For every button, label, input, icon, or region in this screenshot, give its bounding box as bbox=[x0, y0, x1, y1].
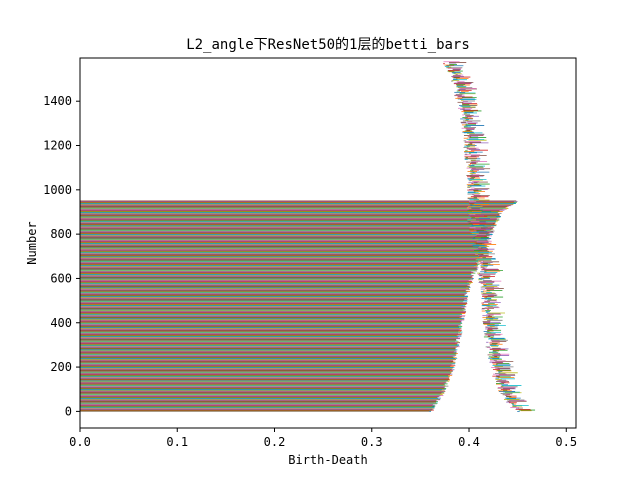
x-axis-ticks: 0.0 0.1 0.2 0.3 0.4 0.5 bbox=[69, 428, 577, 449]
x-tick-label: 0.3 bbox=[361, 435, 383, 449]
y-tick-label: 800 bbox=[50, 227, 72, 241]
x-tick-label: 0.2 bbox=[264, 435, 286, 449]
y-axis-ticks: 0 200 400 600 800 1000 1200 1400 bbox=[43, 94, 80, 418]
x-axis-label: Birth-Death bbox=[288, 453, 367, 467]
y-tick-label: 200 bbox=[50, 360, 72, 374]
x-tick-label: 0.0 bbox=[69, 435, 91, 449]
y-tick-label: 400 bbox=[50, 316, 72, 330]
plot-frame bbox=[79, 57, 577, 429]
x-tick-label: 0.4 bbox=[458, 435, 480, 449]
chart-title: L2_angle下ResNet50的1层的betti_bars bbox=[186, 37, 470, 53]
y-tick-label: 1400 bbox=[43, 94, 72, 108]
y-tick-label: 1000 bbox=[43, 183, 72, 197]
y-tick-label: 600 bbox=[50, 271, 72, 285]
bars-group bbox=[80, 61, 536, 412]
y-tick-label: 0 bbox=[65, 404, 72, 418]
x-tick-label: 0.5 bbox=[555, 435, 577, 449]
x-tick-label: 0.1 bbox=[166, 435, 188, 449]
y-axis-label: Number bbox=[25, 221, 39, 264]
y-tick-label: 1200 bbox=[43, 139, 72, 153]
